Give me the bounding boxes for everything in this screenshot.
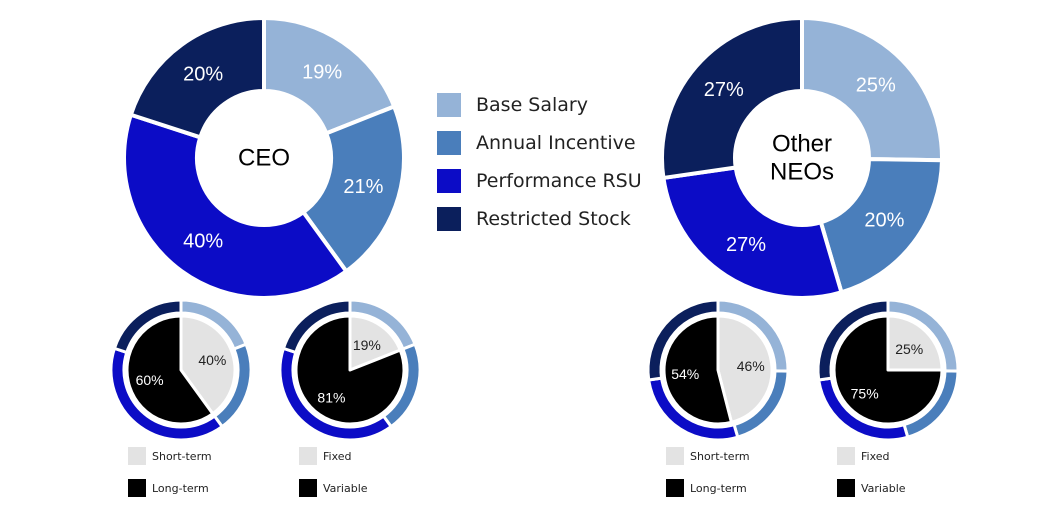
other-neos-label-annual-incentive: 20% xyxy=(864,210,904,232)
other-neos-slice-restricted-stock xyxy=(660,16,804,180)
other-neos-slice-annual-incentive xyxy=(818,157,944,295)
other-neos-slice-base-salary xyxy=(800,16,944,163)
ceo-label-restricted-stock: 20% xyxy=(183,63,223,85)
neo-pay-type-ring-segment xyxy=(816,298,890,382)
ceo-center-label: CEO xyxy=(238,145,290,172)
legend-label-base-salary: Base Salary xyxy=(476,94,588,116)
ceo-slice-restricted-stock xyxy=(128,16,266,140)
ceo-term-label-short-term: 40% xyxy=(198,352,226,368)
legend-item-base-salary: Base Salary xyxy=(437,92,642,118)
neo-term-pie-long-term xyxy=(662,314,733,426)
ceo-term-pie-long-term xyxy=(125,314,215,426)
ceo-pay-type-pie-fixed xyxy=(348,314,402,372)
fixed-swatch xyxy=(837,447,855,465)
ceo-pay-type-legend: Fixed Variable xyxy=(299,446,368,510)
ceo-pay-type-pie-variable xyxy=(294,314,406,426)
neo-term-label-long-term: 54% xyxy=(671,366,699,382)
neo-pay-type-legend: Fixed Variable xyxy=(837,446,906,510)
ceo-slice-base-salary xyxy=(262,16,397,136)
variable-swatch xyxy=(299,479,317,497)
ceo-slice-performance-rsu xyxy=(122,112,349,300)
legend-label-performance-rsu: Performance RSU xyxy=(476,170,642,192)
other-neos-center-label: NEOs xyxy=(770,159,834,186)
long-term-swatch xyxy=(128,479,146,497)
variable-label: Variable xyxy=(861,481,906,495)
fixed-label: Fixed xyxy=(861,449,890,463)
legend-item-restricted-stock: Restricted Stock xyxy=(437,206,642,232)
ceo-slice-annual-incentive xyxy=(301,104,406,274)
small-legend-item: Fixed xyxy=(299,446,368,466)
neo-term-label-short-term: 46% xyxy=(737,358,765,374)
small-legend-item: Short-term xyxy=(666,446,750,466)
small-legend-item: Variable xyxy=(837,478,906,498)
other-neos-label-base-salary: 25% xyxy=(856,74,896,96)
long-term-label: Long-term xyxy=(152,481,209,495)
ceo-pay-type-label-fixed: 19% xyxy=(353,337,381,353)
variable-label: Variable xyxy=(323,481,368,495)
ceo-pay-type-label-variable: 81% xyxy=(317,389,345,405)
long-term-label: Long-term xyxy=(690,481,747,495)
neo-term-legend: Short-term Long-term xyxy=(666,446,750,510)
neo-pay-type-label-variable: 75% xyxy=(851,385,879,401)
short-term-swatch xyxy=(666,447,684,465)
small-legend-item: Long-term xyxy=(128,478,212,498)
small-legend-item: Variable xyxy=(299,478,368,498)
neo-term-ring-segment xyxy=(646,298,720,382)
other-neos-center-label: Other xyxy=(772,131,832,158)
ceo-term-legend: Short-term Long-term xyxy=(128,446,212,510)
legend-swatch-base-salary xyxy=(437,93,461,117)
other-neos-slice-performance-rsu xyxy=(661,165,844,300)
neo-term-pie-short-term xyxy=(716,314,774,424)
compensation-legend: Base Salary Annual Incentive Performance… xyxy=(437,92,642,244)
legend-swatch-annual-incentive xyxy=(437,131,461,155)
fixed-swatch xyxy=(299,447,317,465)
other-neos-label-performance-rsu: 27% xyxy=(726,234,766,256)
long-term-swatch xyxy=(666,479,684,497)
ceo-label-performance-rsu: 40% xyxy=(183,231,223,253)
legend-item-annual-incentive: Annual Incentive xyxy=(437,130,642,156)
legend-label-annual-incentive: Annual Incentive xyxy=(476,132,636,154)
neo-pay-type-label-fixed: 25% xyxy=(895,341,923,357)
other-neos-label-restricted-stock: 27% xyxy=(704,79,744,101)
ceo-label-base-salary: 19% xyxy=(302,61,342,83)
small-legend-item: Long-term xyxy=(666,478,750,498)
legend-swatch-performance-rsu xyxy=(437,169,461,193)
short-term-label: Short-term xyxy=(152,449,212,463)
ceo-term-ring-segment xyxy=(112,298,183,354)
short-term-label: Short-term xyxy=(690,449,750,463)
short-term-swatch xyxy=(128,447,146,465)
variable-swatch xyxy=(837,479,855,497)
ceo-term-pie-short-term xyxy=(179,314,237,416)
small-legend-item: Short-term xyxy=(128,446,212,466)
ceo-pay-type-ring-segment xyxy=(281,298,352,354)
small-legend-item: Fixed xyxy=(837,446,906,466)
ceo-label-annual-incentive: 21% xyxy=(343,176,383,198)
neo-pay-type-pie-fixed xyxy=(886,314,944,372)
legend-label-restricted-stock: Restricted Stock xyxy=(476,208,631,230)
fixed-label: Fixed xyxy=(323,449,352,463)
neo-pay-type-pie-variable xyxy=(832,314,944,426)
legend-item-performance-rsu: Performance RSU xyxy=(437,168,642,194)
legend-swatch-restricted-stock xyxy=(437,207,461,231)
ceo-term-label-long-term: 60% xyxy=(136,372,164,388)
